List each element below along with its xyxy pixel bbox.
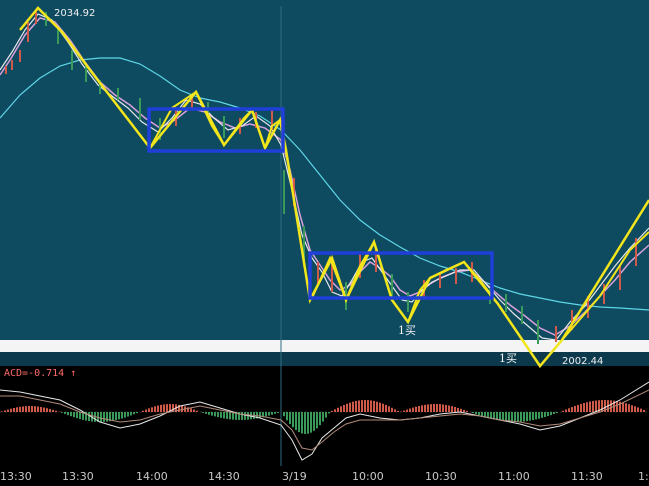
macd-dea-line (0, 389, 649, 451)
time-label: 14:30 (208, 470, 240, 483)
panel-separator (0, 340, 649, 352)
ma-cyan-line (0, 57, 649, 311)
date-label: 3/19 (282, 470, 307, 483)
high-price-label: 2034.92 (54, 8, 96, 19)
time-axis (0, 466, 649, 486)
zigzag-inner (149, 90, 287, 152)
pivot-box-2[interactable] (308, 251, 494, 300)
ma-pink-line (0, 17, 649, 336)
low-price-label: 2002.44 (562, 356, 604, 367)
time-label: 10:30 (425, 470, 457, 483)
panel-gap (0, 352, 649, 366)
zigzag-inner-2 (311, 239, 499, 325)
macd-value-label: ACD=-0.714 ↑ (4, 368, 77, 379)
zigzag-strokes (19, 6, 649, 369)
time-label: 11:00 (498, 470, 530, 483)
time-label: 13:30 (62, 470, 94, 483)
macd-histogram (1, 400, 645, 434)
time-label: 11:30 (571, 470, 603, 483)
time-label: 1: (638, 470, 649, 483)
zigzag-right (561, 231, 649, 341)
buy-mark-2: 1买 (499, 352, 517, 365)
ma-white-line (0, 13, 649, 341)
macd-panel[interactable] (0, 366, 649, 466)
time-label: 10:00 (352, 470, 384, 483)
price-panel[interactable] (0, 0, 649, 340)
time-label: 14:00 (136, 470, 168, 483)
pivot-box-1[interactable] (147, 107, 285, 153)
time-label: 13:30 (0, 470, 32, 483)
buy-mark-1: 1买 (398, 324, 416, 337)
